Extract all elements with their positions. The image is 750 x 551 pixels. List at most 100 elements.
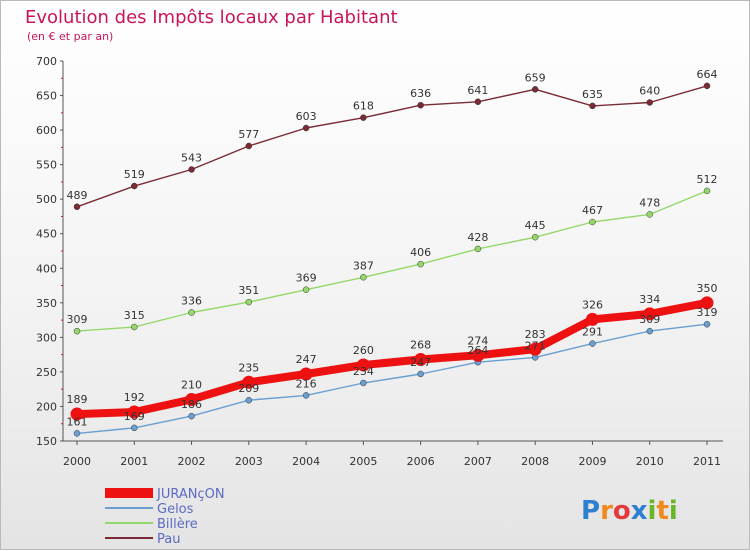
data-label-billre: 445 (525, 219, 546, 232)
data-point-billre (188, 309, 195, 316)
data-label-gelos: 161 (67, 415, 88, 428)
data-point-juranon (471, 348, 485, 362)
data-point-billre (703, 187, 711, 195)
data-point-juranon (585, 312, 599, 326)
y-tick-label: 650 (36, 90, 57, 103)
data-label-gelos: 271 (525, 339, 546, 352)
data-label-billre: 315 (124, 309, 145, 322)
data-point-juranon (643, 307, 657, 321)
data-point-gelos (703, 320, 711, 328)
brand-letter: t (656, 496, 668, 526)
brand-letter: P (581, 496, 600, 526)
data-point-juranon (185, 393, 199, 407)
data-label-juranon: 260 (353, 344, 374, 357)
y-tick-label: 150 (36, 435, 57, 448)
data-point-juranon (528, 342, 542, 356)
data-label-juranon: 334 (639, 293, 660, 306)
data-label-gelos: 309 (639, 313, 660, 326)
data-point-juranon (299, 367, 313, 381)
data-label-billre: 309 (67, 313, 88, 326)
data-point-juranon (356, 358, 370, 372)
legend-label-pau: Pau (157, 532, 180, 547)
x-tick-label: 2002 (178, 455, 206, 468)
data-label-billre: 512 (697, 173, 718, 186)
y-tick-label: 550 (36, 159, 57, 172)
legend-label-gelos: Gelos (157, 502, 194, 517)
data-label-billre: 467 (582, 204, 603, 217)
data-label-gelos: 169 (124, 410, 145, 423)
data-label-pau: 577 (238, 128, 259, 141)
data-point-gelos (302, 392, 310, 399)
series-line-gelos (76, 323, 708, 435)
x-tick-label: 2005 (349, 455, 377, 468)
y-tick-label: 300 (36, 331, 57, 344)
data-point-billre (417, 260, 424, 268)
data-point-gelos (73, 430, 81, 437)
brand-letter: r (600, 496, 613, 526)
data-point-gelos (417, 370, 424, 378)
y-tick-label: 450 (36, 228, 57, 241)
data-point-pau (531, 86, 539, 93)
data-label-gelos: 264 (467, 344, 488, 357)
data-label-pau: 640 (639, 84, 660, 97)
data-label-juranon: 268 (410, 338, 431, 351)
data-label-juranon: 247 (296, 353, 317, 366)
data-label-billre: 369 (296, 272, 317, 285)
data-label-juranon: 283 (525, 328, 546, 341)
y-tick-label: 600 (36, 124, 57, 137)
data-label-juranon: 350 (697, 282, 718, 295)
data-label-gelos: 291 (582, 326, 603, 339)
data-point-billre (245, 298, 253, 306)
brand-letter: i (648, 496, 657, 526)
y-tick-label: 250 (36, 366, 57, 379)
data-label-pau: 603 (296, 110, 317, 123)
data-point-pau (131, 182, 138, 190)
data-label-pau: 659 (525, 71, 546, 84)
data-point-gelos (646, 327, 653, 335)
data-point-juranon (70, 407, 84, 421)
data-label-pau: 519 (124, 168, 145, 181)
y-tick-label: 200 (36, 400, 57, 413)
data-label-billre: 336 (181, 294, 202, 307)
data-point-billre (360, 274, 367, 281)
data-point-billre (474, 245, 482, 253)
data-point-pau (245, 142, 253, 150)
data-label-billre: 428 (467, 231, 488, 244)
x-tick-label: 2010 (636, 455, 664, 468)
data-label-juranon: 189 (67, 393, 88, 406)
x-tick-label: 2011 (693, 455, 721, 468)
x-tick-label: 2006 (407, 455, 435, 468)
data-label-juranon: 210 (181, 379, 202, 392)
data-label-juranon: 192 (124, 391, 145, 404)
x-tick-label: 2001 (120, 455, 148, 468)
data-point-billre (589, 218, 596, 226)
data-point-juranon (242, 375, 256, 389)
data-point-billre (646, 211, 653, 218)
x-tick-label: 2009 (578, 455, 606, 468)
brand-letter: o (613, 496, 631, 526)
data-point-pau (188, 166, 195, 173)
y-tick-label: 350 (36, 297, 57, 310)
data-label-gelos: 234 (353, 365, 374, 378)
data-point-gelos (188, 412, 195, 420)
chart-title: Evolution des Impôts locaux par Habitant (25, 7, 398, 28)
series-line-pau (76, 85, 708, 208)
data-label-juranon: 326 (582, 298, 603, 311)
y-tick-label: 700 (36, 55, 57, 68)
data-point-juranon (127, 405, 141, 419)
x-tick-label: 2007 (464, 455, 492, 468)
data-point-pau (360, 114, 367, 121)
data-label-billre: 478 (639, 196, 660, 209)
x-tick-label: 2000 (63, 455, 91, 468)
data-label-pau: 618 (353, 100, 374, 113)
data-point-pau (703, 82, 711, 90)
data-label-billre: 406 (410, 246, 431, 259)
data-label-gelos: 216 (296, 377, 317, 390)
data-point-pau (474, 98, 482, 106)
data-label-pau: 641 (467, 84, 488, 97)
data-point-pau (646, 99, 653, 106)
data-point-billre (131, 323, 138, 331)
data-point-gelos (589, 340, 596, 347)
